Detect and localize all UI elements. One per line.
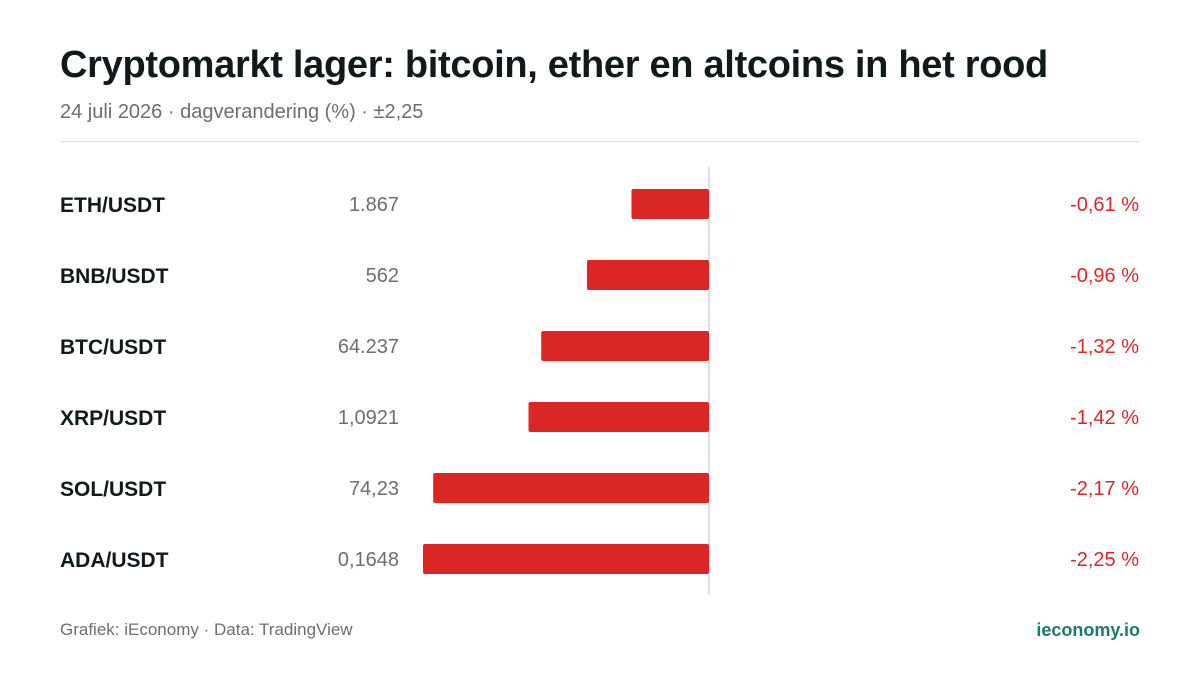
row-btc-price-label: 64.237 [338, 336, 399, 358]
row-btc-bar [541, 331, 709, 361]
row-sol-price-label: 74,23 [349, 478, 399, 500]
row-ada-price-label: 0,1648 [338, 549, 399, 571]
row-eth-bar [631, 189, 709, 219]
row-sol-pair-label: SOL/USDT [60, 478, 166, 501]
row-xrp-change-label: -1,42 % [1070, 407, 1139, 429]
row-ada-change-label: -2,25 % [1070, 549, 1139, 571]
chart-subtitle: 24 juli 2026 · dagverandering (%) · ±2,2… [60, 101, 424, 123]
row-bnb-change-label: -0,96 % [1070, 265, 1139, 287]
row-bnb-bar [586, 260, 709, 290]
header-divider [60, 141, 1140, 142]
row-ada-bar [423, 544, 709, 574]
row-eth-change-label: -0,61 % [1070, 194, 1139, 216]
row-bnb-price-label: 562 [366, 265, 399, 287]
row-sol-change-label: -2,17 % [1070, 478, 1139, 500]
row-sol-bar [433, 473, 709, 503]
row-btc-pair-label: BTC/USDT [60, 336, 166, 359]
row-xrp-pair-label: XRP/USDT [60, 407, 166, 430]
brand-link[interactable]: ieconomy.io [1036, 620, 1140, 640]
source-credit: Grafiek: iEconomy · Data: TradingView [60, 620, 353, 639]
row-eth-pair-label: ETH/USDT [60, 194, 165, 217]
chart-title: Cryptomarkt lager: bitcoin, ether en alt… [60, 44, 1048, 86]
row-ada-pair-label: ADA/USDT [60, 549, 169, 572]
row-eth-price-label: 1.867 [349, 194, 399, 216]
row-btc-change-label: -1,32 % [1070, 336, 1139, 358]
row-xrp-price-label: 1,0921 [338, 407, 399, 429]
row-bnb-pair-label: BNB/USDT [60, 265, 169, 288]
row-xrp-bar [528, 402, 709, 432]
